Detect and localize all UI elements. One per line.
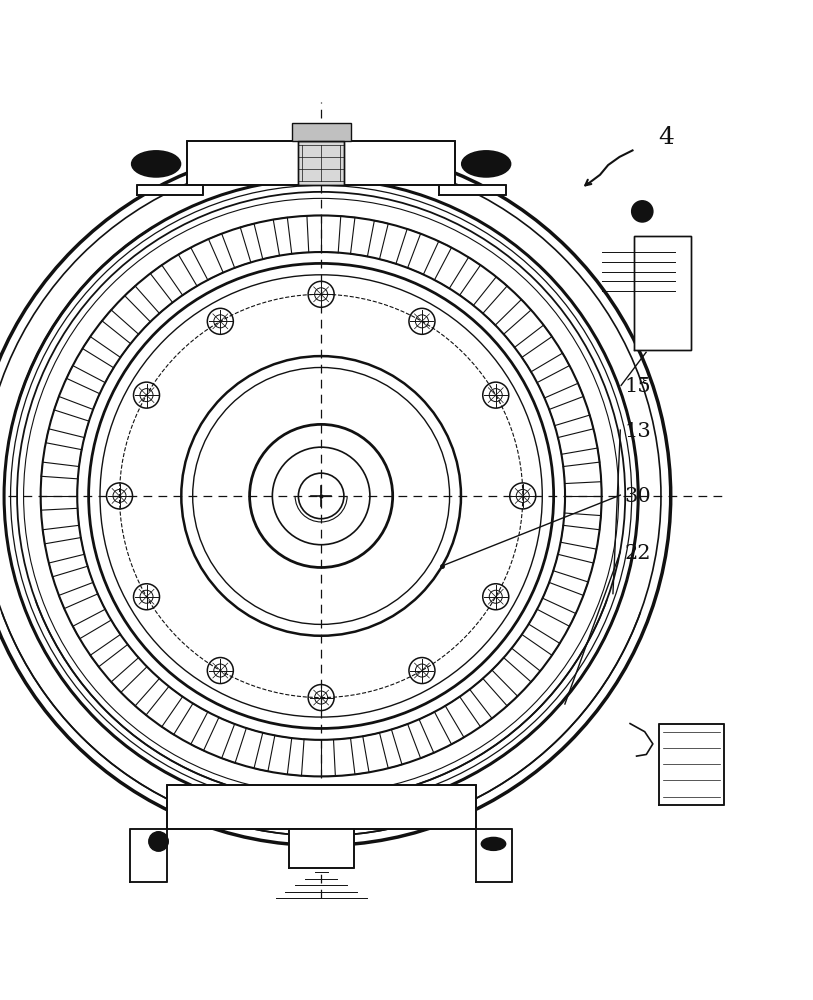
- Polygon shape: [130, 829, 167, 882]
- Circle shape: [632, 201, 653, 222]
- Polygon shape: [187, 141, 455, 185]
- Text: 15: 15: [624, 377, 651, 396]
- Polygon shape: [167, 785, 476, 829]
- Ellipse shape: [462, 151, 511, 177]
- Polygon shape: [634, 236, 691, 350]
- Text: 13: 13: [624, 422, 651, 441]
- Ellipse shape: [481, 837, 506, 850]
- Polygon shape: [439, 185, 506, 195]
- Polygon shape: [476, 829, 512, 882]
- Text: 4: 4: [659, 126, 675, 149]
- Ellipse shape: [132, 151, 180, 177]
- Text: 30: 30: [624, 487, 651, 506]
- Polygon shape: [289, 829, 354, 868]
- Polygon shape: [298, 141, 344, 185]
- Polygon shape: [137, 185, 203, 195]
- Polygon shape: [659, 724, 724, 805]
- Text: 22: 22: [624, 544, 651, 563]
- Polygon shape: [292, 123, 350, 141]
- Text: ε: ε: [641, 374, 648, 387]
- Circle shape: [149, 832, 168, 851]
